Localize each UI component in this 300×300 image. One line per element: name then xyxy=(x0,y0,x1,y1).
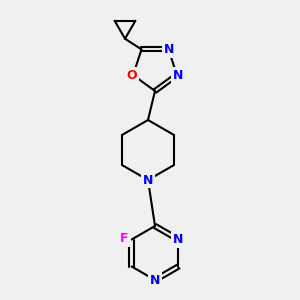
Text: N: N xyxy=(143,173,153,187)
Text: N: N xyxy=(173,233,184,246)
Text: N: N xyxy=(173,69,183,82)
Text: N: N xyxy=(164,43,175,56)
Text: O: O xyxy=(127,69,137,82)
Text: N: N xyxy=(150,274,160,286)
Text: F: F xyxy=(120,232,129,245)
